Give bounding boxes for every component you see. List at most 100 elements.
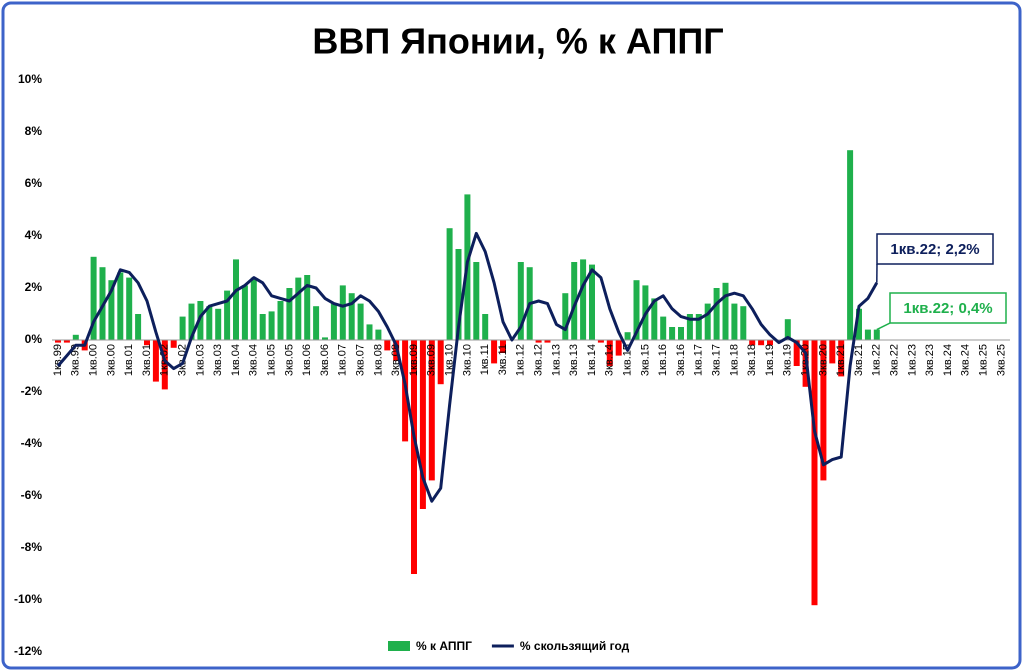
legend-swatch xyxy=(388,641,410,651)
bar xyxy=(535,340,542,343)
x-tick-label: 1кв.17 xyxy=(693,344,705,376)
bar xyxy=(348,293,355,340)
x-tick-label: 3кв.07 xyxy=(355,344,367,376)
bar xyxy=(437,340,444,385)
bar xyxy=(847,150,854,340)
bar xyxy=(455,249,462,340)
x-tick-label: 3кв.04 xyxy=(248,344,260,376)
bar xyxy=(215,308,222,340)
bar xyxy=(651,298,658,340)
y-tick-label: 4% xyxy=(25,228,43,242)
annotation-box xyxy=(876,233,994,265)
bar xyxy=(562,293,569,340)
y-tick-label: -12% xyxy=(14,644,42,658)
x-tick-label: 3кв.18 xyxy=(746,344,758,376)
x-tick-label: 1кв.12 xyxy=(515,344,527,376)
bar xyxy=(259,314,266,340)
bar xyxy=(793,340,800,366)
y-tick-label: -10% xyxy=(14,592,42,606)
bar xyxy=(233,259,239,340)
x-tick-label: 3кв.01 xyxy=(141,344,153,376)
legend-label: % скользящий год xyxy=(520,639,630,653)
bar xyxy=(135,314,142,340)
bar xyxy=(597,340,604,343)
y-tick-label: 0% xyxy=(25,332,43,346)
bar xyxy=(686,314,693,340)
x-tick-label: 1кв.19 xyxy=(764,344,776,376)
bar xyxy=(152,340,159,382)
bar xyxy=(170,340,177,348)
x-tick-label: 1кв.01 xyxy=(123,344,135,376)
bar xyxy=(838,340,845,377)
bar xyxy=(704,303,711,340)
x-tick-label: 3кв.06 xyxy=(319,344,331,376)
bar xyxy=(224,290,231,340)
bar xyxy=(197,301,204,340)
x-tick-label: 3кв.17 xyxy=(711,344,723,376)
bar xyxy=(295,277,302,340)
bar xyxy=(864,329,871,340)
annotation-leader xyxy=(876,322,891,331)
bar xyxy=(633,280,640,340)
bar xyxy=(491,340,498,364)
bar xyxy=(669,327,676,340)
bar xyxy=(722,282,729,340)
bar xyxy=(660,316,667,340)
y-tick-label: -2% xyxy=(21,384,43,398)
bar xyxy=(428,340,435,481)
bar xyxy=(90,256,97,340)
bar xyxy=(473,262,480,340)
x-tick-label: 3кв.20 xyxy=(817,344,829,376)
x-tick-label: 1кв.21 xyxy=(835,344,847,376)
bar xyxy=(856,308,862,340)
x-tick-label: 1кв.05 xyxy=(266,344,278,376)
annotation: 1кв.22; 2,2% xyxy=(890,241,979,258)
bar xyxy=(286,288,293,340)
y-tick-label: 2% xyxy=(25,280,43,294)
bar xyxy=(268,311,275,340)
x-tick-label: 3кв.03 xyxy=(212,344,224,376)
bar xyxy=(357,303,364,340)
bar xyxy=(829,340,836,364)
x-tick-label: 1кв.13 xyxy=(550,344,562,376)
y-tick-label: 6% xyxy=(25,176,43,190)
bar xyxy=(749,340,756,346)
y-tick-label: -4% xyxy=(21,436,43,450)
x-tick-label: 1кв.00 xyxy=(88,344,100,376)
bar xyxy=(695,314,702,340)
bar xyxy=(767,340,773,346)
x-tick-label: 1кв.18 xyxy=(728,344,740,376)
bar xyxy=(411,340,417,574)
bar xyxy=(500,340,506,353)
bar xyxy=(820,340,827,481)
x-tick-label: 3кв.12 xyxy=(533,344,545,376)
x-tick-label: 3кв.25 xyxy=(995,344,1007,376)
bar xyxy=(731,303,738,340)
annotation: 1кв.22; 0,4% xyxy=(903,300,992,317)
bar xyxy=(330,303,337,340)
x-tick-label: 3кв.15 xyxy=(639,344,651,376)
bar xyxy=(339,285,346,340)
bar xyxy=(117,272,124,340)
x-tick-label: 3кв.14 xyxy=(604,344,616,376)
bar xyxy=(615,340,622,356)
bar xyxy=(63,340,70,343)
x-tick-label: 1кв.23 xyxy=(906,344,918,376)
bar xyxy=(313,306,320,340)
bar xyxy=(384,340,391,351)
x-tick-label: 3кв.16 xyxy=(675,344,687,376)
legend-label: % к АППГ xyxy=(416,639,472,653)
bar xyxy=(713,288,720,340)
x-tick-label: 3кв.22 xyxy=(889,344,901,376)
x-tick-label: 1кв.16 xyxy=(657,344,669,376)
x-tick-label: 3кв.21 xyxy=(853,344,865,376)
x-tick-label: 3кв.09 xyxy=(426,344,438,376)
x-tick-label: 1кв.08 xyxy=(372,344,384,376)
y-tick-label: -8% xyxy=(21,540,43,554)
x-tick-label: 3кв.11 xyxy=(497,344,509,375)
bar xyxy=(179,316,186,340)
chart-title: ВВП Японии, % к АППГ xyxy=(312,21,723,62)
bar xyxy=(482,314,489,340)
